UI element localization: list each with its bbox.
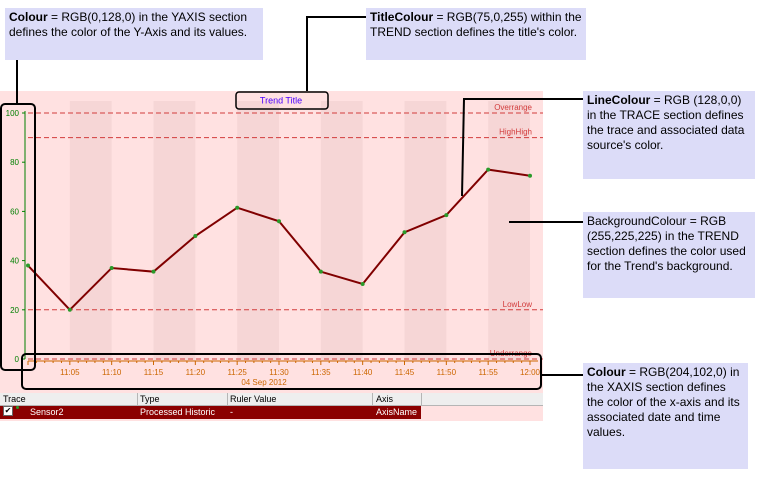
x-axis: 11:05 11:10 11:15 11:20 11:25 11:30 11:35 11:40… bbox=[27, 360, 541, 387]
trace-table-header: Trace Type Ruler Value Axis bbox=[0, 393, 543, 406]
y-tick-label: 40 bbox=[10, 257, 19, 266]
row-trace: Sensor2 bbox=[30, 407, 64, 417]
trace-point bbox=[360, 281, 365, 286]
row-type: Processed Historic bbox=[140, 407, 216, 417]
background-callout-text: BackgroundColour = RGB (255,225,225) in … bbox=[587, 214, 746, 273]
trace-point bbox=[528, 173, 532, 178]
trace-point bbox=[235, 205, 240, 210]
trace-point bbox=[26, 263, 30, 268]
background-colour-callout: BackgroundColour = RGB (255,225,225) in … bbox=[583, 212, 755, 298]
table-row[interactable]: ✔ Sensor2 Processed Historic - AxisName bbox=[0, 406, 421, 419]
limit-label: Underrange bbox=[490, 349, 533, 358]
trace-point bbox=[444, 213, 449, 218]
trend-title-box[interactable] bbox=[235, 91, 329, 110]
time-band bbox=[320, 101, 363, 361]
time-band bbox=[69, 101, 112, 361]
limit-label: Overrange bbox=[494, 103, 532, 112]
row-axis: AxisName bbox=[376, 407, 418, 417]
y-tick-label: 60 bbox=[10, 207, 19, 216]
xaxis-colour-callout: Colour = RGB(204,102,0) in the XAXIS sec… bbox=[583, 363, 748, 469]
time-bands bbox=[69, 101, 530, 361]
title-callout-text: = RGB(75,0,255) within the TREND section… bbox=[370, 10, 582, 39]
yaxis-colour-callout: Colour = RGB(0,128,0) in the YAXIS secti… bbox=[5, 8, 263, 60]
x-tick-label: 11:20 bbox=[186, 368, 206, 377]
x-tick-label: 11:25 bbox=[227, 368, 247, 377]
limit-label: LowLow bbox=[503, 300, 533, 309]
xaxis-callout-text: = RGB(204,102,0) in the XAXIS section de… bbox=[587, 365, 740, 439]
trace-point bbox=[318, 269, 323, 274]
trend-title: Trend Title bbox=[260, 96, 302, 106]
line-callout-text: = RGB (128,0,0) in the TRACE section def… bbox=[587, 93, 745, 152]
trace-point bbox=[67, 307, 72, 312]
trend-chart[interactable]: Overrange HighHigh LowLow Underrange 0 20 40 6… bbox=[0, 91, 543, 393]
limit-label: HighHigh bbox=[499, 128, 532, 137]
x-axis-date: 04 Sep 2012 bbox=[241, 378, 287, 387]
trend-control: Overrange HighHigh LowLow Underrange 0 20 40 6… bbox=[0, 91, 543, 421]
y-tick-label: 80 bbox=[10, 158, 19, 167]
trace-colour-marker bbox=[16, 406, 19, 409]
x-tick-label: 11:35 bbox=[311, 368, 331, 377]
time-band bbox=[488, 101, 530, 361]
header-axis[interactable]: Axis bbox=[376, 394, 394, 404]
header-ruler-value[interactable]: Ruler Value bbox=[230, 394, 277, 404]
line-callout-key: LineColour bbox=[587, 93, 651, 107]
trace-point bbox=[109, 265, 114, 270]
header-trace[interactable]: Trace bbox=[3, 394, 26, 404]
trace-point bbox=[486, 167, 491, 172]
title-leader-line bbox=[306, 16, 366, 91]
title-callout-key: TitleColour bbox=[370, 10, 434, 24]
yaxis-callout-key: Colour bbox=[9, 10, 48, 24]
title-colour-callout: TitleColour = RGB(75,0,255) within the T… bbox=[366, 8, 586, 60]
y-tick-label: 0 bbox=[15, 355, 20, 364]
x-tick-label: 12:00 bbox=[520, 368, 541, 377]
time-band bbox=[153, 101, 196, 361]
time-band bbox=[237, 101, 279, 361]
trace-point bbox=[193, 234, 198, 238]
time-band bbox=[404, 101, 447, 361]
row-ruler-value: - bbox=[230, 407, 233, 417]
trace-visible-checkbox[interactable]: ✔ bbox=[3, 406, 13, 416]
header-type[interactable]: Type bbox=[140, 394, 160, 404]
line-colour-callout: LineColour = RGB (128,0,0) in the TRACE … bbox=[583, 91, 755, 179]
x-tick-label: 11:55 bbox=[478, 368, 498, 377]
x-tick-label: 11:50 bbox=[437, 368, 457, 377]
trace-point bbox=[402, 230, 407, 235]
x-tick-label: 11:40 bbox=[353, 368, 373, 377]
trace-point bbox=[151, 269, 156, 274]
y-axis: 0 20 40 60 80 100 bbox=[6, 109, 26, 364]
x-tick-label: 11:15 bbox=[144, 368, 164, 377]
trace-point bbox=[277, 219, 281, 224]
x-tick-label: 11:30 bbox=[269, 368, 289, 377]
yaxis-callout-text: = RGB(0,128,0) in the YAXIS section defi… bbox=[9, 10, 248, 39]
xaxis-callout-key: Colour bbox=[587, 365, 626, 379]
y-tick-label: 100 bbox=[6, 109, 20, 118]
x-tick-label: 11:10 bbox=[102, 368, 122, 377]
x-tick-label: 11:05 bbox=[60, 368, 80, 377]
y-tick-label: 20 bbox=[10, 306, 19, 315]
x-tick-label: 11:45 bbox=[395, 368, 415, 377]
